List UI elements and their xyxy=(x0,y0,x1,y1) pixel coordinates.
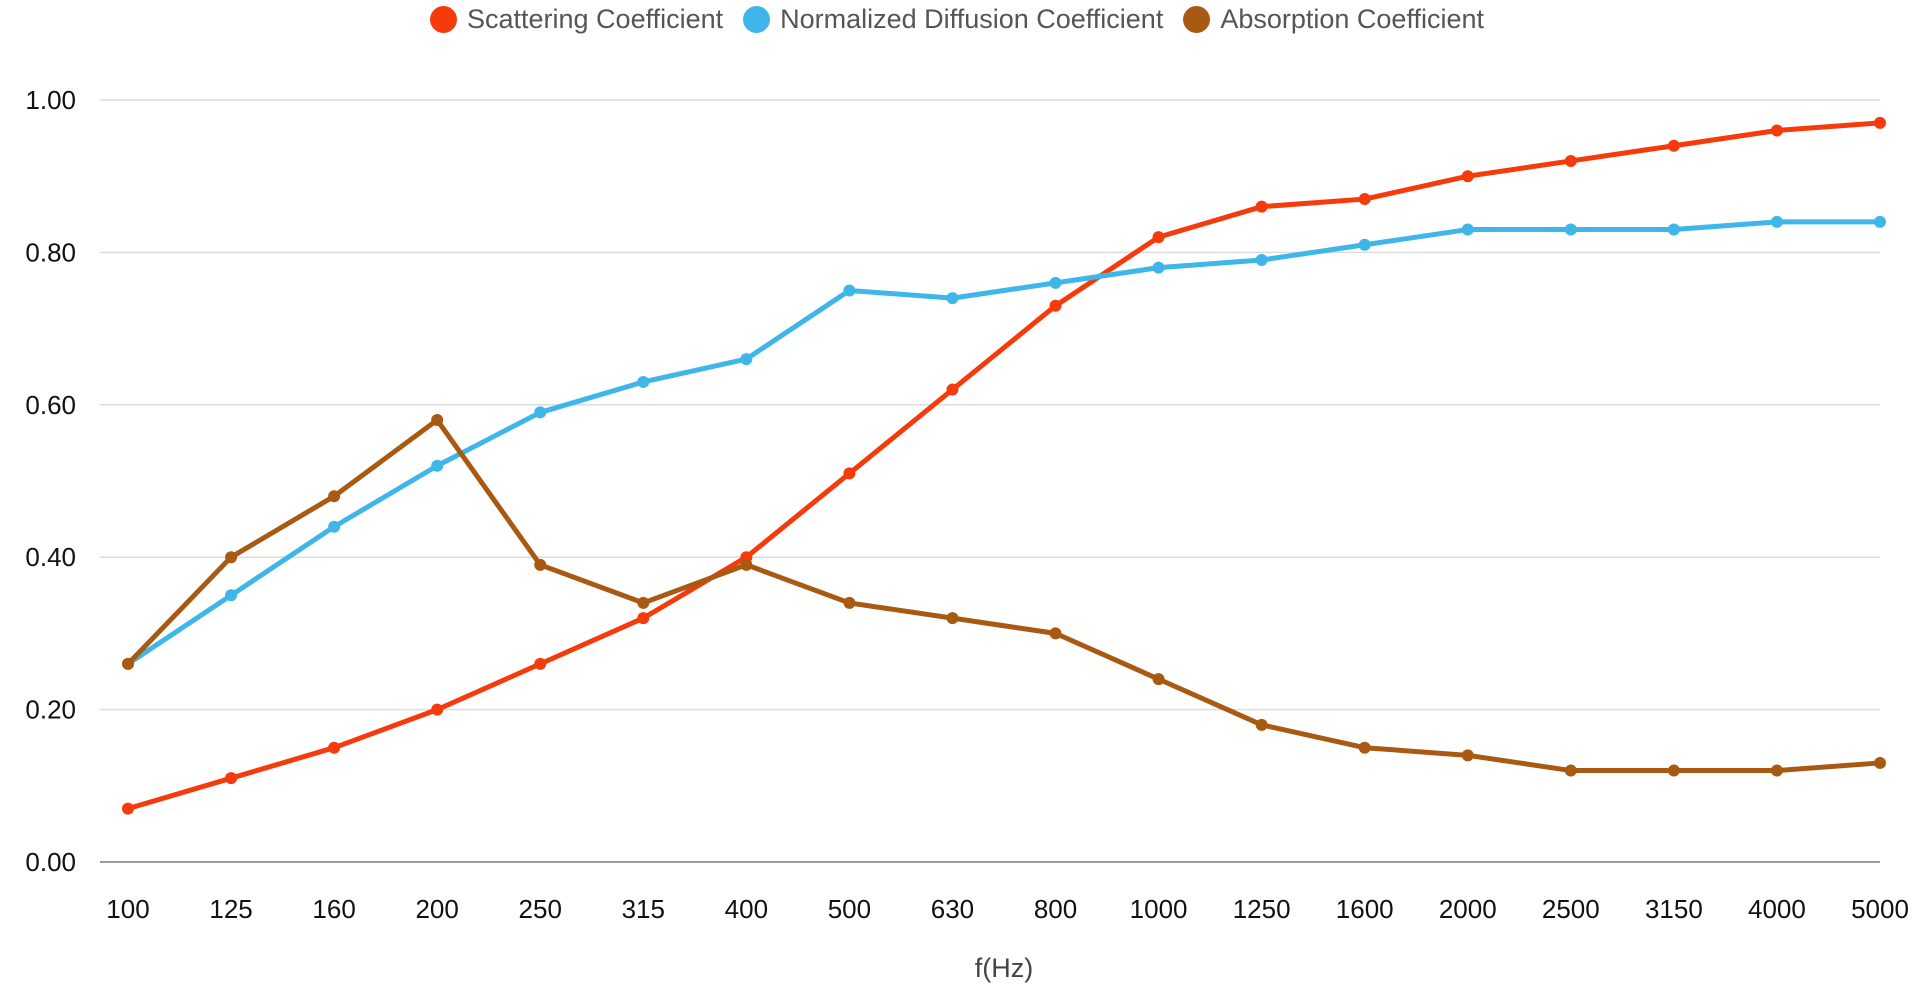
data-point[interactable] xyxy=(1770,124,1783,137)
data-point[interactable] xyxy=(225,551,238,564)
x-tick-label: 400 xyxy=(725,894,768,924)
legend-item-absorption[interactable]: Absorption Coefficient xyxy=(1183,4,1484,35)
data-point[interactable] xyxy=(122,802,134,815)
data-point[interactable] xyxy=(843,467,856,480)
series-scattering-coefficient xyxy=(122,116,1886,815)
y-tick-label: 0.20 xyxy=(25,695,76,725)
x-axis-ticks: 100 125 160 200 250 315 400 500 630 800 1000 1250 16… xyxy=(106,894,1909,924)
data-point[interactable] xyxy=(225,772,238,785)
data-point[interactable] xyxy=(1770,764,1783,777)
data-point[interactable] xyxy=(946,383,959,396)
series-line xyxy=(125,219,1883,667)
y-axis-ticks: 0.00 0.20 0.40 0.60 0.80 1.00 xyxy=(25,85,76,877)
x-tick-label: 315 xyxy=(622,894,665,924)
data-point[interactable] xyxy=(1667,139,1680,152)
data-point[interactable] xyxy=(1255,200,1268,213)
legend-label-scattering: Scattering Coefficient xyxy=(466,4,724,34)
data-point[interactable] xyxy=(740,558,753,571)
y-tick-label: 1.00 xyxy=(25,85,76,115)
x-tick-label: 800 xyxy=(1034,894,1077,924)
data-point[interactable] xyxy=(1874,756,1886,769)
series-absorption-coefficient xyxy=(122,414,1886,777)
data-point[interactable] xyxy=(431,703,444,716)
series-normalized-diffusion-coefficient xyxy=(122,215,1886,670)
data-point[interactable] xyxy=(1358,193,1371,206)
x-tick-label: 160 xyxy=(312,894,355,924)
data-point[interactable] xyxy=(1667,764,1680,777)
y-tick-label: 0.60 xyxy=(25,390,76,420)
data-point[interactable] xyxy=(328,741,341,754)
legend-item-diffusion[interactable]: Normalized Diffusion Coefficient xyxy=(743,4,1163,35)
series-line xyxy=(125,120,1883,812)
x-tick-label: 1250 xyxy=(1233,894,1291,924)
x-tick-label: 630 xyxy=(931,894,974,924)
data-point[interactable] xyxy=(534,406,547,419)
data-point[interactable] xyxy=(843,596,856,609)
legend-swatch-absorption-icon xyxy=(1183,6,1211,33)
data-point[interactable] xyxy=(1564,223,1577,236)
data-point[interactable] xyxy=(1874,116,1886,129)
data-point[interactable] xyxy=(637,375,650,388)
x-tick-label: 200 xyxy=(415,894,458,924)
legend-swatch-scattering-icon xyxy=(429,6,457,33)
data-point[interactable] xyxy=(740,353,753,366)
data-point[interactable] xyxy=(1358,741,1371,754)
data-point[interactable] xyxy=(1461,223,1474,236)
data-point[interactable] xyxy=(1770,215,1783,228)
x-tick-label: 3150 xyxy=(1645,894,1703,924)
data-point[interactable] xyxy=(1874,215,1886,228)
data-point[interactable] xyxy=(1461,749,1474,762)
data-point[interactable] xyxy=(1564,154,1577,167)
x-tick-label: 5000 xyxy=(1851,894,1909,924)
data-point[interactable] xyxy=(534,657,547,670)
series-line xyxy=(125,417,1883,774)
x-tick-label: 125 xyxy=(209,894,252,924)
legend-item-scattering[interactable]: Scattering Coefficient xyxy=(429,4,724,35)
x-tick-label: 250 xyxy=(519,894,562,924)
gridlines xyxy=(100,99,1880,863)
data-point[interactable] xyxy=(1255,254,1268,267)
data-point[interactable] xyxy=(637,596,650,609)
legend-label-absorption: Absorption Coefficient xyxy=(1220,4,1484,34)
x-axis-title: f(Hz) xyxy=(975,953,1033,983)
data-point[interactable] xyxy=(1667,223,1680,236)
data-point[interactable] xyxy=(1461,170,1474,183)
x-tick-label: 4000 xyxy=(1748,894,1806,924)
data-point[interactable] xyxy=(1049,627,1062,640)
data-point[interactable] xyxy=(1049,276,1062,289)
x-tick-label: 1600 xyxy=(1336,894,1394,924)
x-tick-label: 100 xyxy=(106,894,149,924)
x-tick-label: 1000 xyxy=(1130,894,1188,924)
y-tick-label: 0.40 xyxy=(25,542,76,572)
legend: Scattering Coefficient Normalized Diffus… xyxy=(0,4,1920,35)
data-point[interactable] xyxy=(431,414,444,427)
data-point[interactable] xyxy=(946,612,959,625)
data-point[interactable] xyxy=(1152,231,1165,244)
legend-label-diffusion: Normalized Diffusion Coefficient xyxy=(780,4,1164,34)
y-tick-label: 0.80 xyxy=(25,237,76,267)
legend-swatch-diffusion-icon xyxy=(743,6,771,33)
data-point[interactable] xyxy=(946,292,959,305)
data-point[interactable] xyxy=(1152,261,1165,274)
x-tick-label: 2500 xyxy=(1542,894,1600,924)
data-point[interactable] xyxy=(1152,673,1165,686)
data-point[interactable] xyxy=(328,520,341,533)
data-point[interactable] xyxy=(637,612,650,625)
data-point[interactable] xyxy=(225,589,238,602)
data-point[interactable] xyxy=(843,284,856,297)
data-point[interactable] xyxy=(534,558,547,571)
x-tick-label: 2000 xyxy=(1439,894,1497,924)
data-point[interactable] xyxy=(122,657,134,670)
data-point[interactable] xyxy=(431,459,444,472)
data-point[interactable] xyxy=(1564,764,1577,777)
data-point[interactable] xyxy=(1358,238,1371,251)
data-point[interactable] xyxy=(1255,718,1268,731)
x-tick-label: 500 xyxy=(828,894,871,924)
y-tick-label: 0.00 xyxy=(25,847,76,877)
series-lines xyxy=(122,116,1886,815)
data-point[interactable] xyxy=(1049,299,1062,312)
data-point[interactable] xyxy=(328,490,341,503)
